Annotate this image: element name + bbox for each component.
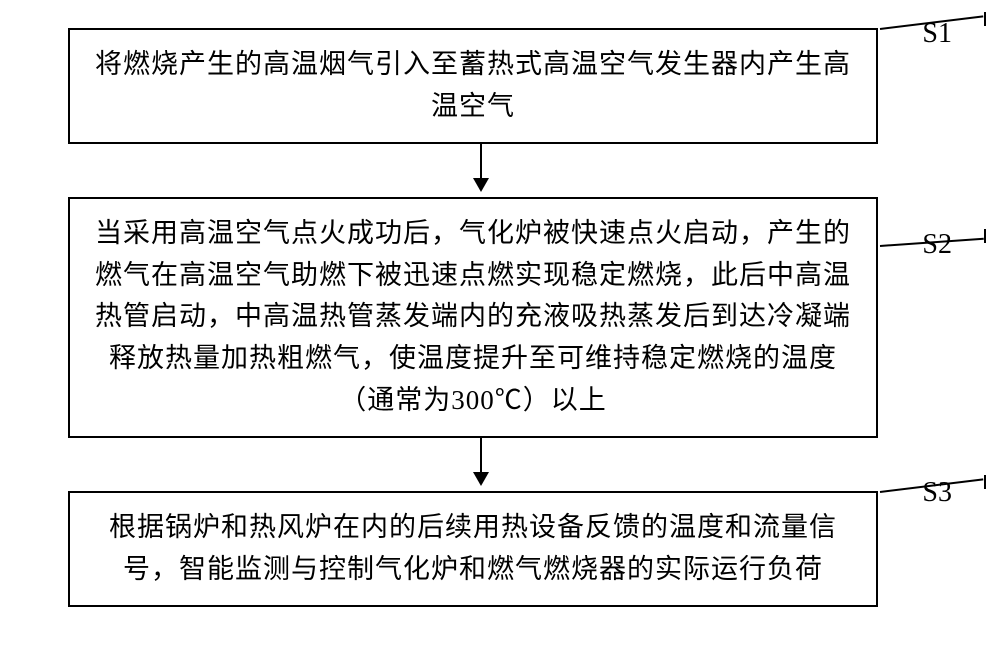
step-text-s1: 将燃烧产生的高温烟气引入至蓄热式高温空气发生器内产生高温空气 xyxy=(92,44,854,128)
tick-s2 xyxy=(984,229,986,243)
step-box-s1: 将燃烧产生的高温烟气引入至蓄热式高温空气发生器内产生高温空气 xyxy=(68,28,878,144)
connector-s2-s3 xyxy=(466,438,496,491)
connector-s1-s2 xyxy=(466,144,496,197)
step-text-s2: 当采用高温空气点火成功后，气化炉被快速点火启动，产生的燃气在高温空气助燃下被迅速… xyxy=(92,213,854,422)
step-row-s1: 将燃烧产生的高温烟气引入至蓄热式高温空气发生器内产生高温空气 S1 xyxy=(48,28,952,144)
arrow-icon xyxy=(466,144,496,192)
step-row-s3: 根据锅炉和热风炉在内的后续用热设备反馈的温度和流量信号，智能监测与控制气化炉和燃… xyxy=(48,491,952,607)
flowchart-container: 将燃烧产生的高温烟气引入至蓄热式高温空气发生器内产生高温空气 S1 当采用高温空… xyxy=(48,28,952,607)
step-text-s3: 根据锅炉和热风炉在内的后续用热设备反馈的温度和流量信号，智能监测与控制气化炉和燃… xyxy=(92,507,854,591)
step-row-s2: 当采用高温空气点火成功后，气化炉被快速点火启动，产生的燃气在高温空气助燃下被迅速… xyxy=(48,197,952,438)
step-box-s2: 当采用高温空气点火成功后，气化炉被快速点火启动，产生的燃气在高温空气助燃下被迅速… xyxy=(68,197,878,438)
arrow-icon xyxy=(466,438,496,486)
step-label-s1: S1 xyxy=(922,18,952,50)
step-label-s3: S3 xyxy=(922,477,952,509)
step-label-s2: S2 xyxy=(922,229,952,261)
tick-s3 xyxy=(984,475,986,489)
step-box-s3: 根据锅炉和热风炉在内的后续用热设备反馈的温度和流量信号，智能监测与控制气化炉和燃… xyxy=(68,491,878,607)
tick-s1 xyxy=(984,12,986,26)
